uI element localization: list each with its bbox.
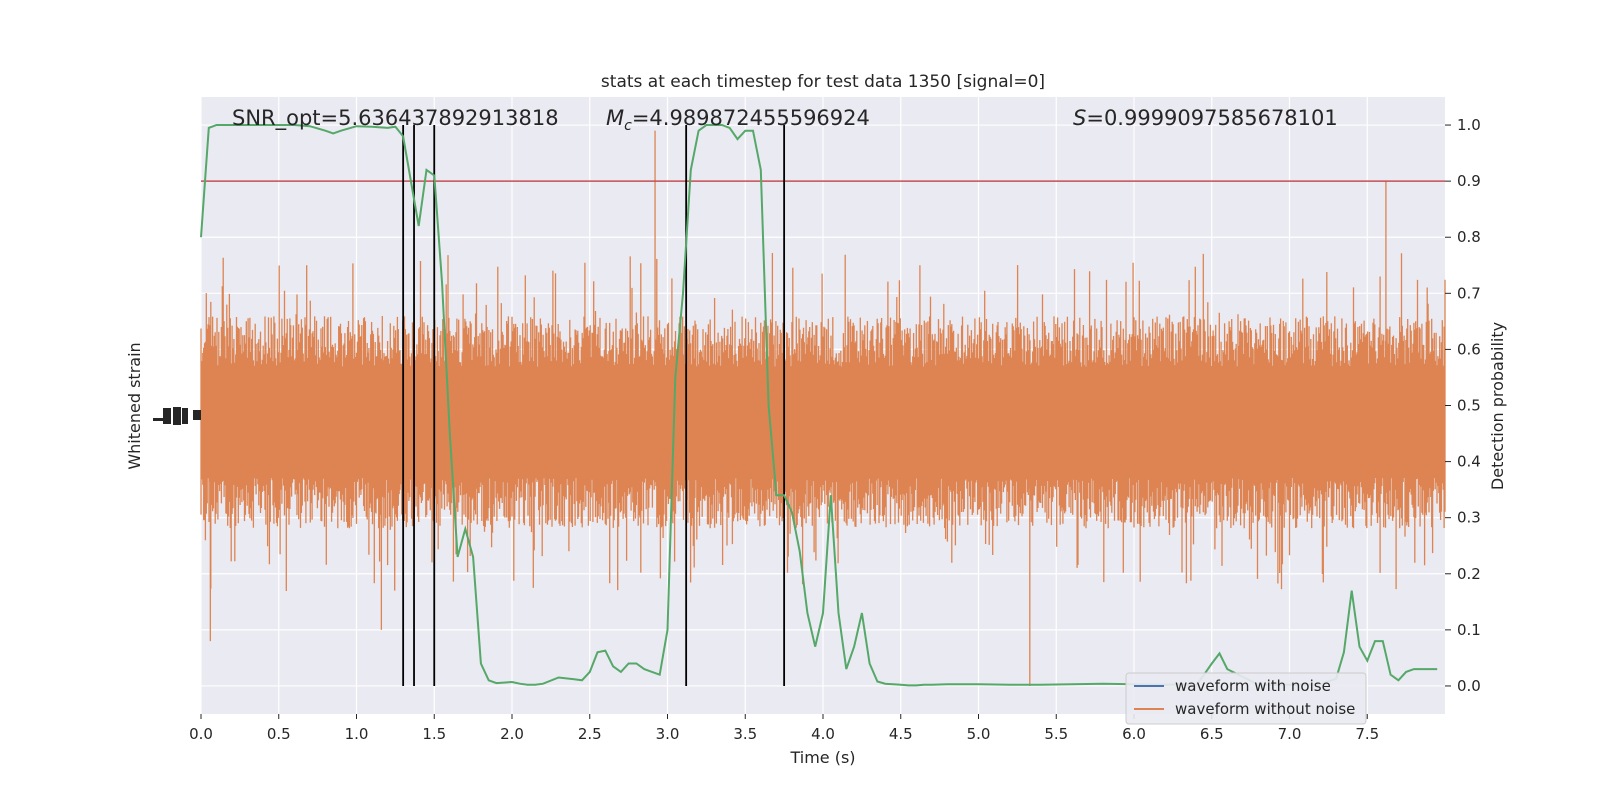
- x-axis-label: Time (s): [789, 748, 855, 767]
- legend-label-clean: waveform without noise: [1175, 700, 1355, 718]
- x-tick-label: 2.0: [500, 725, 524, 743]
- x-tick-label: 5.0: [967, 725, 991, 743]
- left-axis-ticks-cluster: [153, 407, 201, 425]
- x-tick-label: 6.5: [1200, 725, 1224, 743]
- x-tick-label: 2.5: [578, 725, 602, 743]
- x-tick-label: 4.5: [889, 725, 913, 743]
- x-tick-label: 7.5: [1355, 725, 1379, 743]
- vertical-markers: [402, 125, 786, 686]
- waveform-without-noise: [200, 130, 1446, 686]
- x-tick-label: 0.5: [267, 725, 291, 743]
- chirp-mass-annotation: Mc=4.989872455596924: [606, 106, 870, 134]
- x-tick-label: 3.5: [733, 725, 757, 743]
- x-axis-ticks: 0.0 0.5 1.0 1.5 2.0 2.5 3.0 3.5 4.0 4.5 5.0 5.5 6.0 6…: [189, 714, 1379, 743]
- legend: waveform with noise waveform without noi…: [1125, 672, 1367, 725]
- x-tick-label: 5.5: [1044, 725, 1068, 743]
- x-tick-label: 7.0: [1278, 725, 1302, 743]
- detection-probability-line: [200, 124, 1438, 687]
- y-axis-label-left: Whitened strain: [125, 342, 144, 469]
- x-tick-label: 3.0: [656, 725, 680, 743]
- y-tick-label: 0.0: [1457, 677, 1481, 695]
- y-tick-label: 0.9: [1457, 172, 1481, 190]
- x-tick-label: 4.0: [811, 725, 835, 743]
- y-tick-label: 0.6: [1457, 340, 1481, 358]
- y-tick-label: 0.2: [1457, 565, 1481, 583]
- x-tick-label: 0.0: [189, 725, 213, 743]
- x-tick-label: 1.0: [345, 725, 369, 743]
- y-tick-label: 0.5: [1457, 397, 1481, 415]
- chart-title: stats at each timestep for test data 135…: [601, 72, 1045, 92]
- x-tick-label: 1.5: [422, 725, 446, 743]
- legend-label-noise: waveform with noise: [1175, 677, 1331, 695]
- legend-box: [1125, 672, 1367, 725]
- y-axis-ticks-right: 0.0 0.1 0.2 0.3 0.4 0.5 0.6 0.7 0.8 0.9 1.0: [1445, 116, 1481, 695]
- y-tick-label: 0.1: [1457, 621, 1481, 639]
- y-axis-label-right: Detection probability: [1488, 322, 1507, 490]
- y-tick-label: 0.3: [1457, 509, 1481, 527]
- x-tick-label: 6.0: [1122, 725, 1146, 743]
- y-tick-label: 0.7: [1457, 284, 1481, 302]
- score-annotation: S=0.9999097585678101: [1073, 106, 1338, 130]
- y-tick-label: 0.4: [1457, 453, 1481, 471]
- waveform-spikes: [200, 253, 1446, 591]
- y-tick-label: 0.8: [1457, 228, 1481, 246]
- y-tick-label: 1.0: [1457, 116, 1481, 134]
- snr-annotation: SNR_opt=5.636437892913818: [232, 106, 559, 131]
